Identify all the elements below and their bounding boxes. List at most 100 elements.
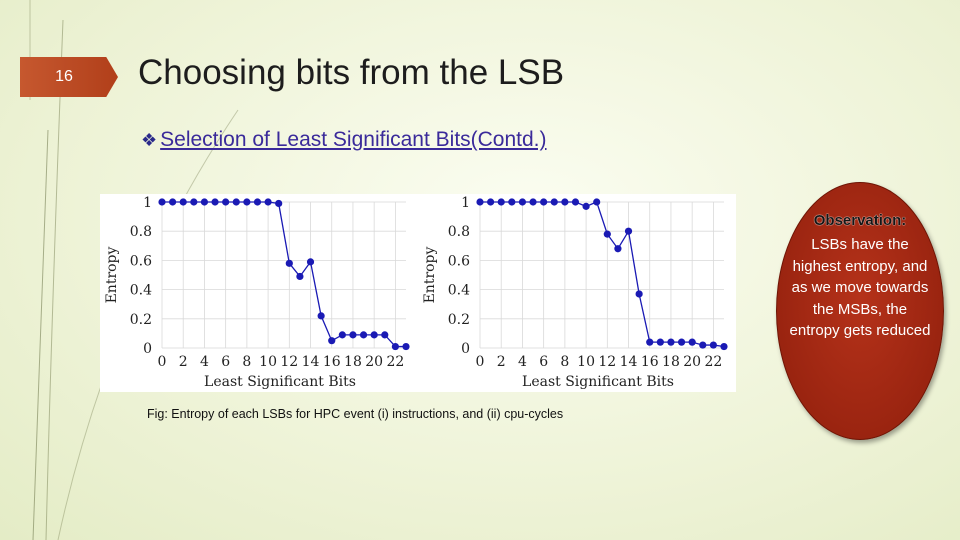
data-point	[677, 338, 686, 346]
data-point	[656, 338, 664, 346]
observation-title: Observation:	[813, 212, 907, 229]
y-tick-label: 0	[461, 341, 470, 357]
x-tick-label: 10	[259, 354, 277, 370]
data-point	[222, 198, 230, 206]
figure-panel: 0 2 4 6 8 10 12 14 16 18 20 22 0 0.2 0.4 0.6 0.8 1 Least S…	[100, 194, 736, 392]
x-tick-label: 10	[577, 354, 595, 370]
data-point	[370, 331, 378, 339]
x-axis-label: Least Significant Bits	[204, 374, 356, 390]
y-tick-label: 1	[143, 195, 152, 211]
data-point	[518, 198, 527, 206]
slide-number-badge: 16	[20, 57, 118, 97]
data-point	[561, 198, 569, 206]
series-line	[162, 201, 406, 348]
data-point	[667, 338, 675, 346]
data-point	[540, 198, 548, 206]
y-tick-label: 0.6	[448, 253, 470, 269]
y-tick-label: 0.4	[448, 283, 470, 299]
data-point	[624, 227, 633, 235]
y-tick-label: 0.8	[448, 224, 470, 240]
data-point	[688, 338, 696, 346]
data-point	[699, 341, 707, 349]
data-point	[179, 198, 187, 206]
x-tick-label: 16	[641, 354, 659, 370]
data-point	[487, 198, 495, 206]
data-point	[603, 230, 611, 238]
data-point	[614, 245, 622, 253]
diamond-bullet-icon: ❖	[141, 130, 158, 150]
y-tick-label: 0	[143, 341, 152, 357]
data-point	[709, 341, 717, 349]
data-point	[571, 198, 580, 206]
data-point	[391, 342, 399, 351]
x-tick-label: 14	[620, 354, 638, 370]
x-tick-label: 4	[200, 354, 209, 370]
x-axis-label: Least Significant Bits	[522, 374, 674, 390]
observation-text: LSBs have the highest entropy, and as we…	[789, 236, 931, 340]
data-point	[529, 198, 537, 206]
slide-title: Choosing bits from the LSB	[138, 53, 565, 92]
x-tick-label: 0	[476, 354, 485, 370]
x-tick-label: 6	[539, 354, 548, 370]
data-point	[264, 198, 272, 206]
y-axis-label: Entropy	[422, 246, 438, 303]
slide-number: 16	[55, 68, 73, 85]
y-tick-label: 0.6	[130, 253, 152, 269]
data-point	[200, 198, 209, 206]
data-point	[317, 312, 325, 320]
data-point	[720, 342, 728, 351]
x-tick-label: 4	[518, 354, 527, 370]
data-point	[306, 258, 315, 266]
x-tick-label: 22	[386, 354, 404, 370]
x-tick-label: 16	[323, 354, 341, 370]
data-point	[582, 202, 590, 210]
x-tick-label: 12	[598, 354, 616, 370]
x-tick-label: 0	[158, 354, 167, 370]
x-tick-label: 8	[242, 354, 251, 370]
y-tick-label: 1	[461, 195, 470, 211]
y-axis-label: Entropy	[104, 246, 120, 303]
data-point	[285, 259, 293, 267]
y-tick-label: 0.4	[130, 283, 152, 299]
data-point	[243, 198, 251, 206]
x-tick-label: 6	[221, 354, 230, 370]
y-tick-label: 0.2	[448, 312, 470, 328]
data-point	[593, 198, 601, 206]
subtitle-text: Selection of Least Significant Bits(Cont…	[160, 128, 547, 151]
data-point	[158, 198, 166, 206]
data-point	[232, 198, 240, 206]
y-tick-label: 0.2	[130, 312, 152, 328]
data-point	[275, 199, 283, 208]
data-point	[190, 198, 198, 206]
x-tick-label: 20	[365, 354, 383, 370]
data-point	[550, 198, 558, 206]
data-point	[169, 198, 177, 206]
data-point	[338, 331, 346, 339]
data-point	[253, 198, 262, 206]
data-point	[381, 331, 389, 339]
data-point	[508, 198, 516, 206]
data-point	[211, 198, 219, 206]
x-tick-label: 18	[344, 354, 362, 370]
data-point	[646, 338, 654, 346]
data-point	[402, 342, 410, 351]
observation-callout: Observation: LSBs have the highest entro…	[776, 182, 944, 440]
x-tick-label: 12	[280, 354, 298, 370]
data-point	[476, 198, 484, 206]
x-tick-label: 2	[497, 354, 506, 370]
x-tick-label: 14	[302, 354, 320, 370]
data-point	[635, 290, 643, 298]
slide-subtitle: ❖ Selection of Least Significant Bits(Con…	[141, 128, 547, 152]
data-point	[349, 331, 357, 339]
x-tick-label: 8	[560, 354, 569, 370]
x-tick-label: 18	[662, 354, 680, 370]
data-point	[328, 337, 336, 345]
data-point	[497, 198, 505, 206]
x-tick-label: 2	[179, 354, 188, 370]
y-tick-label: 0.8	[130, 224, 152, 240]
figure-caption: Fig: Entropy of each LSBs for HPC event …	[147, 407, 564, 421]
x-tick-label: 20	[683, 354, 701, 370]
x-tick-label: 22	[704, 354, 722, 370]
